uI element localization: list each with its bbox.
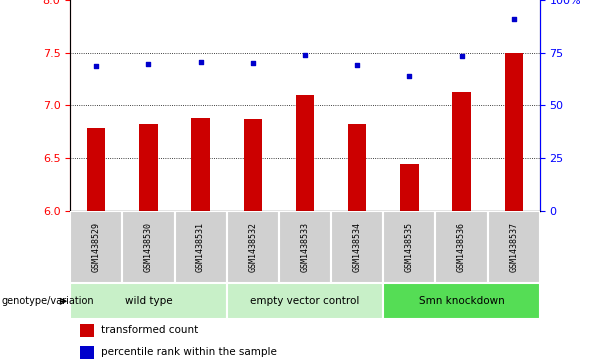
Bar bbox=[79, 346, 94, 359]
Point bbox=[300, 52, 310, 58]
Point bbox=[457, 53, 467, 59]
Bar bbox=[348, 124, 367, 211]
Bar bbox=[436, 211, 487, 283]
Bar bbox=[331, 211, 383, 283]
Text: GSM1438534: GSM1438534 bbox=[353, 222, 362, 272]
Bar bbox=[279, 211, 331, 283]
Point bbox=[196, 59, 206, 65]
Point bbox=[404, 73, 414, 79]
Text: wild type: wild type bbox=[124, 296, 172, 306]
Bar bbox=[487, 211, 540, 283]
Text: GSM1438535: GSM1438535 bbox=[405, 222, 414, 272]
Bar bbox=[383, 211, 436, 283]
Bar bbox=[123, 211, 174, 283]
Bar bbox=[87, 129, 106, 211]
Bar bbox=[400, 164, 418, 211]
Text: GSM1438537: GSM1438537 bbox=[509, 222, 518, 272]
Bar bbox=[227, 283, 383, 319]
Bar bbox=[383, 283, 540, 319]
Text: GSM1438536: GSM1438536 bbox=[457, 222, 466, 272]
Bar bbox=[504, 53, 523, 211]
Bar bbox=[174, 211, 227, 283]
Bar bbox=[192, 118, 210, 211]
Point bbox=[248, 60, 257, 66]
Bar bbox=[243, 119, 262, 211]
Bar bbox=[70, 283, 227, 319]
Text: empty vector control: empty vector control bbox=[250, 296, 360, 306]
Point bbox=[353, 62, 362, 68]
Text: percentile rank within the sample: percentile rank within the sample bbox=[101, 347, 276, 357]
Point bbox=[509, 16, 518, 22]
Bar bbox=[227, 211, 279, 283]
Bar bbox=[296, 95, 314, 211]
Point bbox=[143, 61, 153, 67]
Text: GSM1438533: GSM1438533 bbox=[301, 222, 309, 272]
Bar bbox=[70, 211, 123, 283]
Text: GSM1438532: GSM1438532 bbox=[248, 222, 257, 272]
Text: genotype/variation: genotype/variation bbox=[1, 296, 94, 306]
Point bbox=[92, 64, 101, 69]
Bar bbox=[453, 91, 471, 211]
Bar bbox=[139, 124, 157, 211]
Text: Smn knockdown: Smn knockdown bbox=[418, 296, 504, 306]
Text: GSM1438530: GSM1438530 bbox=[144, 222, 153, 272]
Text: GSM1438531: GSM1438531 bbox=[196, 222, 205, 272]
Text: GSM1438529: GSM1438529 bbox=[92, 222, 101, 272]
Bar bbox=[79, 324, 94, 337]
Text: transformed count: transformed count bbox=[101, 325, 198, 335]
